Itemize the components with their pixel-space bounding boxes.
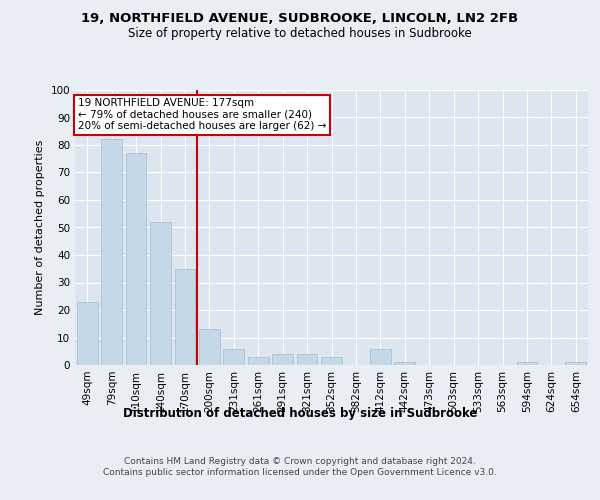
Bar [101, 140, 122, 365]
Text: Contains HM Land Registry data © Crown copyright and database right 2024.
Contai: Contains HM Land Registry data © Crown c… [103, 458, 497, 477]
Bar [77, 302, 98, 365]
Bar [248, 357, 269, 365]
Bar [175, 269, 196, 365]
Text: Size of property relative to detached houses in Sudbrooke: Size of property relative to detached ho… [128, 28, 472, 40]
Y-axis label: Number of detached properties: Number of detached properties [35, 140, 45, 315]
Bar [272, 354, 293, 365]
Text: 19 NORTHFIELD AVENUE: 177sqm
← 79% of detached houses are smaller (240)
20% of s: 19 NORTHFIELD AVENUE: 177sqm ← 79% of de… [77, 98, 326, 132]
Bar [321, 357, 342, 365]
Bar [125, 153, 146, 365]
Bar [394, 362, 415, 365]
Text: 19, NORTHFIELD AVENUE, SUDBROOKE, LINCOLN, LN2 2FB: 19, NORTHFIELD AVENUE, SUDBROOKE, LINCOL… [82, 12, 518, 26]
Bar [296, 354, 317, 365]
Bar [565, 362, 586, 365]
Text: Distribution of detached houses by size in Sudbrooke: Distribution of detached houses by size … [123, 408, 477, 420]
Bar [223, 348, 244, 365]
Bar [199, 329, 220, 365]
Bar [370, 348, 391, 365]
Bar [150, 222, 171, 365]
Bar [517, 362, 538, 365]
